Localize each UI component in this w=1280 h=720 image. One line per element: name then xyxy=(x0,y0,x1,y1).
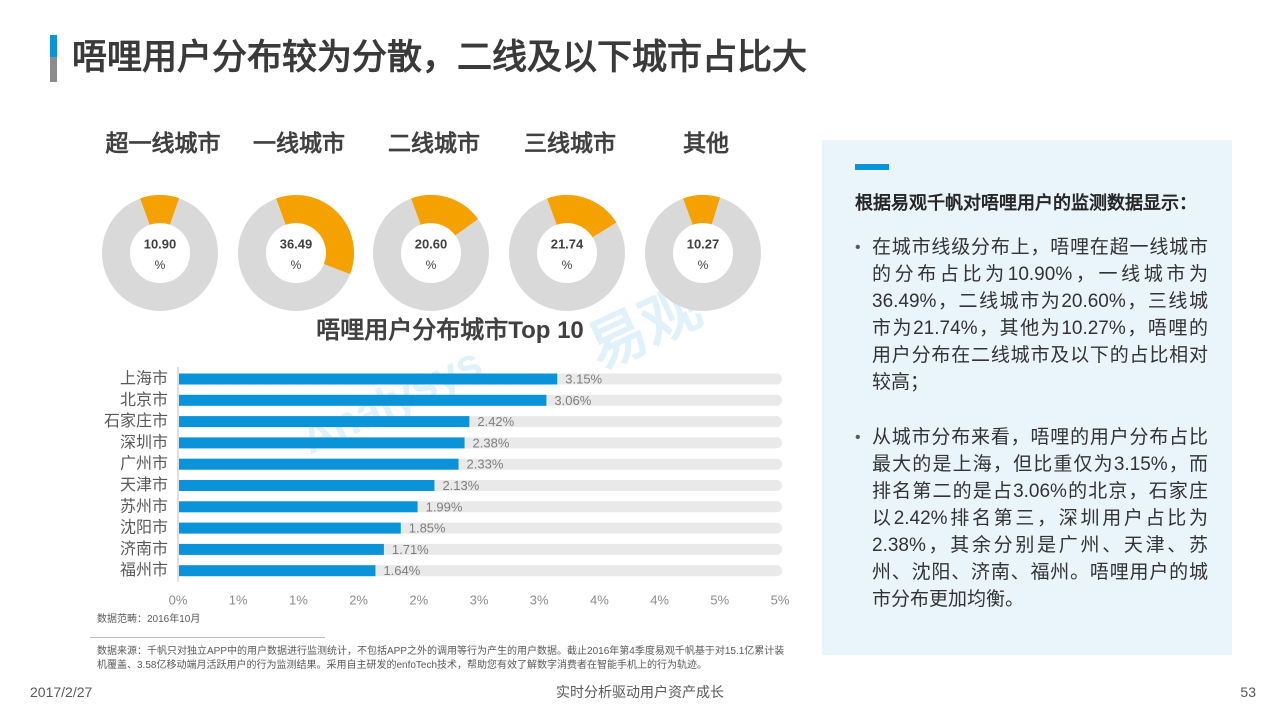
bar-value-label: 3.15% xyxy=(565,372,602,387)
data-scope-note: 数据范畴：2016年10月 xyxy=(97,614,201,625)
donut-value-label: 36.49 xyxy=(280,237,313,252)
x-tick-label: 3% xyxy=(470,593,489,608)
donut-share-slice xyxy=(683,195,720,226)
city-label: 广州市 xyxy=(120,455,168,473)
x-tick-label: 5% xyxy=(710,593,729,608)
bar-value-label: 1.99% xyxy=(426,499,463,514)
x-tick-label: 4% xyxy=(650,593,669,608)
bar xyxy=(179,565,376,577)
city-label: 沈阳市 xyxy=(120,519,168,537)
donut-share-slice xyxy=(411,195,479,237)
donut-unit-label: % xyxy=(155,258,166,272)
panel-bullet-item: • 在城市线级分布上，唔哩在超一线城市的分布占比为10.90%，一线城市为36.… xyxy=(855,234,1208,396)
donut-value-label: 10.90 xyxy=(144,237,177,252)
bar xyxy=(179,522,401,534)
bar-value-label: 2.13% xyxy=(442,478,479,493)
donut-chart: 三线城市 21.74% xyxy=(509,130,625,311)
bar-value-label: 2.33% xyxy=(467,457,504,472)
title-accent-bar-blue xyxy=(50,35,57,57)
bar xyxy=(179,437,465,449)
donut-category-label: 其他 xyxy=(683,130,729,156)
bar-value-label: 2.42% xyxy=(477,414,514,429)
donut-unit-label: % xyxy=(426,258,437,272)
bar xyxy=(179,543,384,555)
donut-category-label: 二线城市 xyxy=(388,130,480,156)
bar xyxy=(179,373,558,385)
city-label: 深圳市 xyxy=(120,433,168,451)
x-tick-label: 3% xyxy=(530,593,549,608)
donut-share-slice xyxy=(140,195,180,226)
bar-value-label: 3.06% xyxy=(554,393,591,408)
bar xyxy=(179,416,470,428)
donut-value-label: 20.60 xyxy=(415,237,448,252)
panel-bullet-text: 从城市分布来看，唔哩的用户分布占比最大的是上海，但比重仅为3.15%，而排名第二… xyxy=(872,427,1208,610)
donut-chart: 超一线城市 10.90% xyxy=(102,130,221,311)
donut-unit-label: % xyxy=(562,258,573,272)
footer-date: 2017/2/27 xyxy=(30,684,93,700)
city-label: 福州市 xyxy=(120,561,168,579)
footer-page-number: 53 xyxy=(1240,684,1256,700)
city-label: 苏州市 xyxy=(120,497,168,515)
bar xyxy=(179,480,435,491)
insight-panel: 根据易观千帆对唔哩用户的监测数据显示： • 在城市线级分布上，唔哩在超一线城市的… xyxy=(822,140,1232,655)
panel-accent-bar xyxy=(855,164,889,170)
panel-bullet-list: • 在城市线级分布上，唔哩在超一线城市的分布占比为10.90%，一线城市为36.… xyxy=(855,234,1208,613)
donut-chart: 二线城市 20.60% xyxy=(373,130,489,311)
city-label: 天津市 xyxy=(120,476,168,494)
title-accent-bar-gray xyxy=(50,57,57,82)
city-tier-donut-charts: 超一线城市 10.90% 一线城市 36.49% 二线城市 20.60% 三线城市 21.74… xyxy=(102,130,761,311)
source-divider xyxy=(90,637,325,638)
donut-value-label: 21.74 xyxy=(551,237,584,252)
top10-city-bar-chart: 上海市 3.15% 北京市 3.06% 石家庄市 2.42% 深圳市 2.38% 广州市 2.33… xyxy=(104,367,790,608)
donut-share-slice xyxy=(276,195,354,275)
data-source-note: 数据来源：千帆只对独立APP中的用户数据进行监测统计，不包括APP之外的调用等行… xyxy=(97,646,785,671)
x-tick-label: 2% xyxy=(349,593,368,608)
bullet-dot-icon: • xyxy=(855,429,861,446)
x-tick-label: 0% xyxy=(169,593,188,608)
city-label: 北京市 xyxy=(120,391,168,409)
x-tick-label: 4% xyxy=(590,593,609,608)
donut-unit-label: % xyxy=(698,258,709,272)
donut-category-label: 超一线城市 xyxy=(106,130,221,156)
page-title: 唔哩用户分布较为分散，二线及以下城市占比大 xyxy=(72,38,808,77)
city-label: 济南市 xyxy=(120,540,168,558)
donut-chart: 一线城市 36.49% xyxy=(238,130,354,311)
bar-chart-title: 唔哩用户分布城市Top 10 xyxy=(316,317,584,344)
panel-bullet-item: • 从城市分布来看，唔哩的用户分布占比最大的是上海，但比重仅为3.15%，而排名… xyxy=(855,424,1208,613)
city-label: 上海市 xyxy=(120,370,168,388)
title-accent-bar xyxy=(50,35,57,82)
x-tick-label: 1% xyxy=(289,593,308,608)
donut-chart: 其他 10.27% xyxy=(645,130,761,311)
donut-category-label: 三线城市 xyxy=(524,130,616,156)
bar-value-label: 1.71% xyxy=(392,542,429,557)
bar-value-label: 1.85% xyxy=(409,521,446,536)
city-label: 石家庄市 xyxy=(104,412,168,430)
bar-value-label: 1.64% xyxy=(383,563,420,578)
x-tick-label: 2% xyxy=(409,593,428,608)
x-tick-label: 1% xyxy=(229,593,248,608)
x-tick-label: 5% xyxy=(771,593,790,608)
bar xyxy=(179,394,547,406)
footer-slogan: 实时分析驱动用户资产成长 xyxy=(556,684,724,700)
bar xyxy=(179,501,418,513)
donut-unit-label: % xyxy=(291,258,302,272)
donut-category-label: 一线城市 xyxy=(253,130,345,156)
bar xyxy=(179,458,459,470)
donut-share-slice xyxy=(547,195,617,238)
donut-value-label: 10.27 xyxy=(687,237,720,252)
panel-heading: 根据易观千帆对唔哩用户的监测数据显示： xyxy=(855,193,1197,213)
panel-bullet-text: 在城市线级分布上，唔哩在超一线城市的分布占比为10.90%，一线城市为36.49… xyxy=(872,237,1208,393)
bar-value-label: 2.38% xyxy=(473,435,510,450)
bullet-dot-icon: • xyxy=(855,239,861,256)
